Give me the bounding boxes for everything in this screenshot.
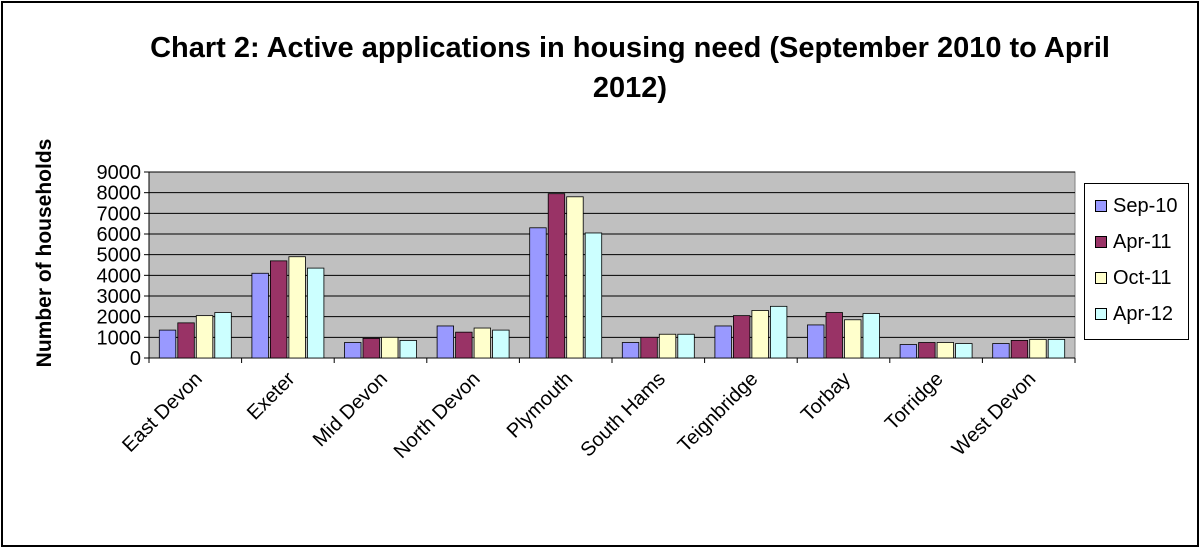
y-tick-label: 3000 [97, 286, 142, 308]
legend-item: Sep-10 [1095, 194, 1178, 218]
bar-apr-11 [825, 312, 843, 359]
bar-apr-11 [918, 342, 936, 359]
bar-apr-11 [362, 337, 380, 359]
y-tick-label: 2000 [97, 307, 142, 329]
bar-oct-11 [381, 336, 399, 359]
bar-oct-11 [936, 342, 954, 359]
bar-apr-12 [955, 343, 973, 359]
bar-sep-10 [344, 342, 362, 359]
bar-apr-11 [1010, 340, 1029, 359]
legend-label: Oct-11 [1113, 266, 1172, 289]
x-tick-label: South Hams [576, 368, 669, 461]
legend-swatch [1095, 200, 1107, 212]
bar-apr-11 [177, 322, 195, 359]
bar-sep-10 [251, 272, 269, 359]
y-tick-label: 7000 [97, 203, 142, 225]
bar-oct-11 [751, 310, 769, 359]
bar-sep-10 [529, 227, 547, 359]
legend-item: Apr-12 [1095, 302, 1173, 326]
y-tick-label: 4000 [97, 265, 142, 287]
y-tick-label: 0 [130, 348, 141, 370]
bar-oct-11 [288, 256, 306, 359]
bar-apr-11 [455, 331, 473, 359]
legend-swatch [1095, 272, 1107, 284]
bar-apr-12 [306, 267, 325, 359]
x-tick-label: Torbay [797, 368, 855, 426]
y-tick-label: 8000 [97, 183, 142, 205]
y-tick-label: 5000 [97, 245, 142, 267]
chart-title: Chart 2: Active applications in housing … [150, 32, 1110, 104]
y-tick-label: 1000 [97, 327, 142, 349]
legend-swatch [1095, 236, 1107, 248]
x-tick-label: Plymouth [503, 368, 578, 443]
bar-apr-12 [399, 340, 417, 359]
legend-label: Sep-10 [1113, 194, 1178, 217]
bar-apr-12 [584, 232, 603, 359]
bar-oct-11 [195, 315, 214, 359]
bar-oct-11 [1029, 338, 1047, 359]
legend: Sep-10 Apr-11 Oct-11 Apr-12 [1084, 183, 1189, 340]
legend-label: Apr-11 [1113, 230, 1172, 253]
bar-sep-10 [436, 325, 455, 359]
bar-oct-11 [844, 319, 862, 359]
bar-sep-10 [992, 343, 1010, 359]
legend-label: Apr-12 [1113, 302, 1174, 325]
x-tick-label: East Devon [118, 368, 207, 457]
bar-oct-11 [658, 333, 677, 359]
bar-oct-11 [566, 196, 584, 359]
legend-item: Oct-11 [1095, 266, 1172, 290]
x-tick-label: Exeter [243, 368, 300, 425]
bar-apr-11 [733, 315, 751, 359]
x-tick-label: Mid Devon [309, 368, 392, 451]
bar-apr-11 [640, 336, 658, 359]
bar-apr-12 [677, 333, 695, 359]
bar-apr-11 [547, 193, 566, 359]
bar-apr-12 [492, 329, 510, 359]
bar-sep-10 [158, 329, 177, 359]
bar-oct-11 [473, 327, 492, 359]
legend-item: Apr-11 [1095, 230, 1172, 254]
bar-apr-12 [770, 305, 788, 359]
bar-apr-12 [214, 312, 232, 359]
y-tick-label: 6000 [97, 224, 142, 246]
y-tick-label: 9000 [97, 162, 142, 184]
bar-sep-10 [807, 324, 825, 359]
x-tick-label: West Devon [948, 368, 1040, 460]
bar-sep-10 [714, 325, 732, 359]
x-tick-label: Teignbridge [674, 368, 763, 457]
legend-swatch [1095, 308, 1107, 320]
x-tick-label: North Devon [390, 368, 485, 463]
bar-sep-10 [899, 344, 917, 359]
bar-sep-10 [621, 342, 640, 359]
y-axis-label: Number of households [33, 139, 56, 368]
x-tick-label: Torridge [881, 368, 948, 435]
plot-area [148, 171, 1076, 359]
bar-apr-11 [269, 260, 288, 359]
bar-apr-12 [862, 313, 880, 359]
bar-apr-12 [1047, 338, 1066, 359]
